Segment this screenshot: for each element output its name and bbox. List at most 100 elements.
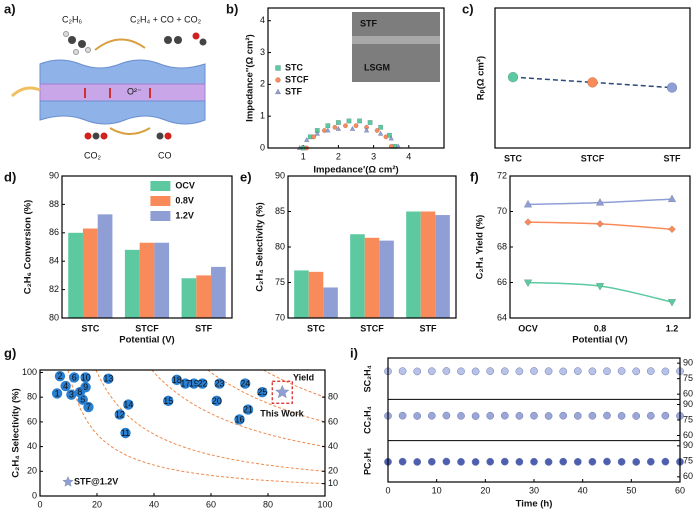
data-point [632,367,641,376]
data-point [646,367,655,375]
data-point [530,411,538,420]
flow-arrow [109,127,151,135]
x-axis-title: Time (h) [516,499,553,510]
inset-image [352,12,440,82]
x-axis-title: Potential (V) [119,335,174,346]
y-tick-label: 80 [275,241,285,251]
point-label: 18 [172,375,182,385]
point-label: 13 [103,374,113,384]
data-point [123,399,134,410]
marker [587,77,598,88]
data-point [457,367,465,376]
marker [357,118,362,124]
data-point [559,411,568,420]
data-point [603,367,611,376]
x-tick-label: 4 [406,151,411,161]
data-point [413,458,422,466]
marker [311,134,317,140]
legend-label: STF@1.2V [74,476,118,486]
x-tick-label: STCF [360,323,384,333]
point-label: 5 [80,395,85,405]
data-point [80,382,91,393]
data-point [573,367,582,375]
plot-frame [494,7,691,149]
x-tick-label: 0 [37,499,42,509]
x-tick-label: 100 [317,499,332,509]
marker [342,123,348,129]
marker [523,279,533,288]
y-tick-label: 80 [27,392,37,402]
flow-arrow [94,38,146,51]
data-point [588,457,597,466]
point-label: 21 [243,404,253,414]
plot-frame [267,7,445,149]
data-point [427,367,436,376]
marker [367,120,373,125]
y-axis-title: Rₚ(Ω cm²) [476,56,487,100]
x-tick-label: 20 [92,499,102,509]
y-tick-label: 90 [683,399,693,409]
inset-label: STF [360,18,378,28]
marker [314,130,321,136]
y-tick-label: 86 [49,227,59,237]
bottom-electrode [39,100,206,125]
data-point [211,395,222,407]
marker [378,124,384,130]
data-point [413,412,422,420]
data-point [661,457,670,466]
marker [377,130,384,136]
legend-label: OCV [175,180,195,190]
product-label: CO [158,150,172,160]
data-point [617,412,626,420]
strip-label: SC₂H₄ [362,365,372,392]
marker [335,120,341,125]
y-tick-label: 90 [275,170,285,180]
y-tick-label: 60 [683,389,693,399]
reactant-label: C₂H₆ [62,14,82,24]
y-tick-label: 75 [683,456,693,466]
bar [294,270,309,318]
marker [349,125,356,131]
y-axis-title: C₂H₄ Selectivity (%) [255,202,266,292]
legend-swatch [150,211,171,221]
marker [324,127,331,133]
y2-axis-title: Yield [293,372,314,382]
legend-swatch [150,181,171,191]
point-label: 24 [240,378,250,388]
y-tick-label: 40 [328,441,338,451]
data-point [588,367,597,376]
bar [181,278,197,318]
y-tick-label: 90 [683,358,693,368]
data-point [573,458,582,466]
x-tick-label: 0 [385,485,390,495]
legend-marker [275,77,281,83]
panel-label: d) [4,169,16,184]
x-tick-label: 2 [336,151,341,161]
iso-yield-curve [263,369,326,398]
marker [332,124,338,130]
highlight-box [271,380,293,404]
point-label: 1 [55,388,60,398]
point-label: 9 [83,382,88,392]
data-point [427,411,436,420]
data-point [234,414,245,425]
data-point [588,411,597,420]
bar [323,287,338,318]
y-tick-label: 90 [683,440,693,450]
data-point [442,411,451,420]
data-point [457,458,465,466]
x-tick-label: OCV [518,323,538,333]
data-point [413,367,422,376]
point-label: 19 [189,378,199,388]
bar [379,240,394,318]
x-tick-label: STC [81,323,100,333]
bar [420,211,436,318]
data-point [51,388,63,399]
marker [346,118,352,124]
strip-label: PC₂H₄ [362,448,372,475]
data-point [398,367,407,375]
point-label: 8 [77,387,82,397]
bar [68,232,83,318]
inset-label: LSGM [364,62,390,72]
wire [10,86,41,98]
